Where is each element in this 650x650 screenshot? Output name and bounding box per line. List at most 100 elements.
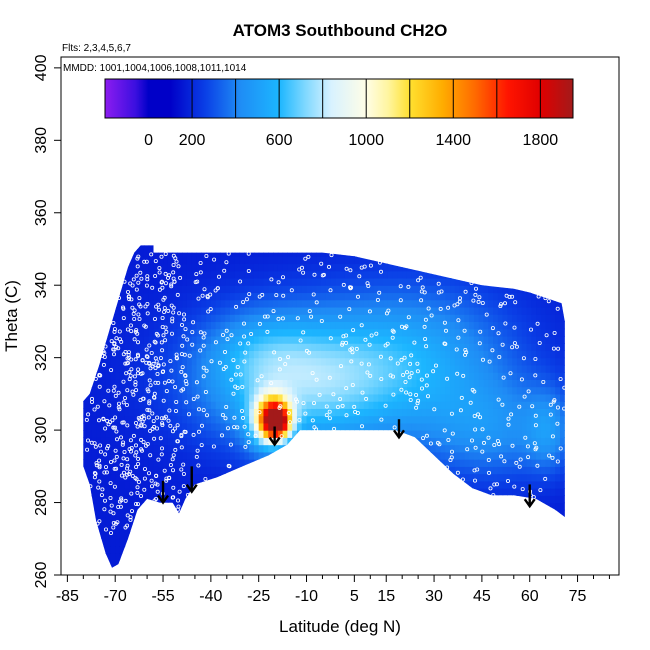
heat-cell — [263, 517, 269, 525]
heat-cell — [253, 248, 260, 257]
heat-cell — [100, 444, 107, 453]
heat-cell — [430, 502, 437, 511]
heat-cell — [564, 270, 565, 279]
heat-cell — [296, 386, 303, 395]
heat-cell — [378, 553, 384, 562]
heat-cell — [440, 524, 446, 533]
heat-cell — [182, 560, 188, 568]
heat-cell — [86, 350, 92, 359]
heat-cell — [177, 444, 183, 453]
heat-cell — [86, 379, 92, 388]
heat-cell — [96, 285, 102, 294]
heat-cell — [497, 364, 504, 373]
heat-cell — [301, 350, 308, 359]
heat-cell — [383, 350, 389, 359]
heat-cell — [163, 509, 169, 518]
heat-cell — [488, 466, 494, 475]
heat-cell — [301, 393, 308, 402]
heat-cell — [445, 531, 451, 540]
heat-cell — [344, 393, 351, 402]
heat-cell — [570, 459, 575, 467]
heat-cell — [373, 538, 379, 547]
heat-cell — [263, 245, 269, 250]
heat-cell — [268, 386, 274, 395]
heat-cell — [253, 401, 260, 409]
heat-cell — [512, 372, 518, 380]
heat-cell — [335, 560, 341, 568]
heat-cell — [536, 350, 542, 359]
heat-cell — [459, 372, 465, 380]
heat-cell — [258, 415, 265, 424]
heat-cell — [473, 277, 480, 286]
heat-cell — [273, 306, 279, 315]
heat-cell — [540, 401, 547, 409]
heat-cell — [273, 263, 279, 272]
heat-cell — [497, 524, 504, 533]
heat-cell — [191, 306, 198, 315]
heat-cell — [416, 546, 422, 554]
heat-cell — [392, 393, 398, 402]
heat-cell — [134, 408, 140, 417]
heat-cell — [545, 357, 552, 366]
heat-cell — [325, 495, 332, 504]
heat-cell — [301, 437, 308, 446]
heat-cell — [550, 451, 556, 460]
heat-cell — [473, 245, 480, 250]
heat-cell — [268, 430, 274, 438]
heat-cell — [86, 248, 92, 257]
heat-cell — [91, 553, 97, 562]
heat-cell — [555, 437, 561, 446]
heat-cell — [445, 408, 451, 417]
heat-cell — [129, 408, 135, 417]
heat-cell — [512, 328, 518, 337]
heat-cell — [397, 502, 403, 511]
heat-cell — [340, 517, 346, 525]
heat-cell — [263, 451, 269, 460]
heat-cell — [86, 524, 92, 533]
heat-cell — [220, 538, 226, 547]
heat-cell — [450, 531, 456, 540]
heat-cell — [220, 350, 226, 359]
heat-cell — [172, 466, 178, 475]
heat-cell — [445, 299, 451, 308]
heat-cell — [234, 401, 241, 409]
heat-cell — [411, 567, 418, 568]
heat-cell — [196, 292, 202, 301]
heat-cell — [187, 235, 192, 243]
heat-cell — [244, 299, 250, 308]
heat-cell — [325, 256, 332, 265]
heat-cell — [292, 459, 298, 467]
heat-cell — [555, 531, 561, 540]
heat-cell — [244, 408, 250, 417]
heat-cell — [100, 430, 107, 438]
heat-cell — [550, 480, 556, 489]
heat-cell — [445, 386, 451, 395]
heat-cell — [201, 263, 207, 272]
heat-cell — [349, 256, 355, 265]
heat-cell — [253, 379, 260, 388]
heat-cell — [450, 473, 456, 482]
heat-cell — [110, 408, 116, 417]
heat-cell — [182, 488, 188, 496]
heat-cell — [406, 480, 413, 489]
heat-cell — [296, 277, 303, 286]
heat-cell — [363, 567, 370, 568]
heat-cell — [244, 502, 250, 511]
heat-cell — [503, 235, 508, 243]
heat-cell — [105, 245, 112, 250]
heat-cell — [210, 256, 217, 265]
heat-cell — [253, 466, 260, 475]
heat-cell — [196, 531, 202, 540]
heat-cell — [430, 415, 437, 424]
heat-cell — [325, 245, 332, 250]
heat-cell — [368, 372, 375, 380]
heat-cell — [220, 256, 226, 265]
heat-cell — [115, 422, 121, 431]
heat-cell — [564, 488, 565, 496]
heat-cell — [421, 285, 427, 294]
heat-cell — [105, 321, 112, 330]
heat-cell — [139, 306, 145, 315]
heat-cell — [186, 473, 193, 482]
heat-cell — [148, 245, 155, 250]
heat-cell — [570, 488, 575, 496]
